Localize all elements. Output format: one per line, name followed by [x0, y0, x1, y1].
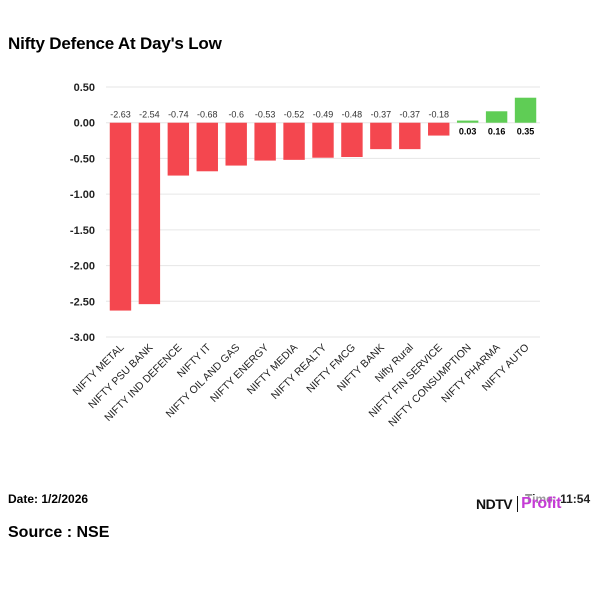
value-label: -0.52: [284, 110, 305, 120]
y-axis-ticks: 0.50 0.00 -0.50 -1.00 -1.50 -2.00 -2.50 -3.00: [70, 82, 95, 344]
bar: [225, 122, 247, 166]
source-label: Source : NSE: [8, 524, 110, 541]
bar: [283, 122, 305, 160]
bar: [341, 122, 363, 157]
logo-ndtv-text: NDTV: [476, 496, 515, 512]
logo-separator: [517, 496, 519, 512]
y-tick-label: -1.00: [70, 189, 95, 201]
date-label: Date: 1/2/2026: [8, 492, 89, 506]
value-label: -0.37: [371, 110, 392, 120]
value-label: -0.18: [428, 110, 449, 120]
value-label: -2.54: [139, 110, 160, 120]
y-tick-label: -2.00: [70, 261, 95, 273]
logo-profit-text: Profit: [521, 495, 562, 513]
value-label: -0.6: [228, 110, 244, 120]
bar: [456, 120, 479, 123]
y-tick-label: 0.00: [74, 118, 95, 130]
y-tick-label: -0.50: [70, 153, 95, 165]
y-tick-label: 0.50: [74, 82, 95, 94]
value-label: -0.48: [342, 110, 363, 120]
value-label: -2.63: [110, 110, 131, 120]
value-label: -0.68: [197, 110, 218, 120]
y-tick-label: -2.50: [70, 296, 95, 308]
bar: [428, 122, 450, 136]
y-tick-label: -1.50: [70, 225, 95, 237]
value-label: -0.53: [255, 110, 276, 120]
y-tick-label: -3.00: [70, 332, 95, 344]
ndtv-profit-logo: NDTV Profit: [476, 493, 561, 515]
value-label: -0.37: [400, 110, 421, 120]
value-label: 0.16: [488, 127, 506, 137]
chart-title: Nifty Defence At Day's Low: [8, 34, 222, 53]
bar: [167, 122, 190, 176]
bar: [399, 122, 421, 150]
value-labels: -2.63 -2.54 -0.74 -0.68 -0.6 -0.53 -0.52 -0.49-…: [110, 110, 534, 137]
bars: [109, 97, 537, 311]
bar: [196, 122, 218, 172]
bar: [254, 122, 276, 161]
value-label: 0.03: [459, 127, 477, 137]
value-label: -0.74: [168, 110, 189, 120]
bar: [514, 97, 537, 123]
bar-chart: 0.50 0.00 -0.50 -1.00 -1.50 -2.00 -2.50 -3.00 -…: [70, 82, 540, 429]
bar: [109, 122, 132, 311]
value-label: 0.35: [517, 127, 535, 137]
bar: [312, 122, 334, 158]
bar: [138, 122, 161, 305]
bar: [485, 111, 508, 123]
value-label: -0.49: [313, 110, 334, 120]
bar: [370, 122, 392, 150]
